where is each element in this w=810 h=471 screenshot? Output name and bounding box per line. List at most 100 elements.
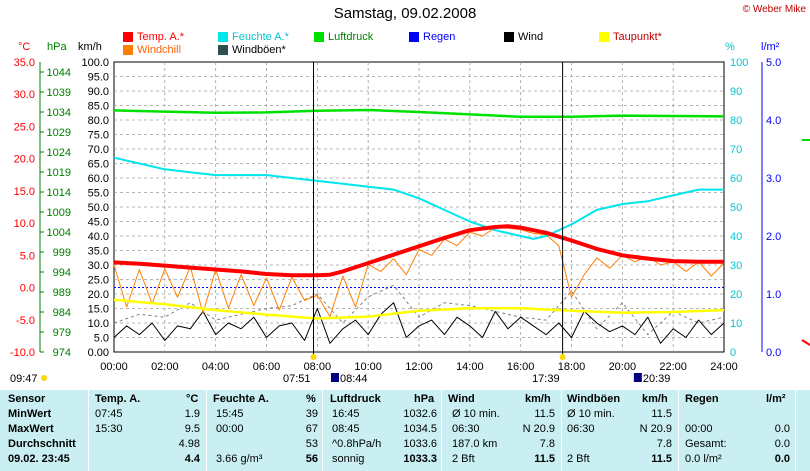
legend-label-windboen: Windböen*: [232, 44, 286, 56]
tick-label-time: 24:00: [710, 361, 738, 373]
stats-cell-wind-a: Ø 10 min.: [452, 408, 500, 420]
header-boen: Windböen: [567, 393, 621, 405]
tick-label-kmh: 80.0: [88, 115, 109, 127]
stats-cell-feu-val: 67: [305, 423, 318, 435]
tick-label-hpa: 1024: [47, 147, 71, 159]
legend-temp[interactable]: Temp. A.*: [123, 31, 184, 43]
tick-label-percent: 50: [730, 202, 742, 214]
current-time: 09:47: [10, 373, 38, 385]
tick-label-kmh: 10.0: [88, 318, 109, 330]
tick-label-percent: 0: [730, 347, 736, 359]
legend-swatch-temp: [123, 32, 133, 42]
axis-unit-kmh: km/h: [78, 41, 102, 53]
stats-cell-label: 09.02. 23:45: [8, 453, 70, 465]
legend-windchill[interactable]: Windchill: [123, 44, 181, 56]
stats-cell-wind-a: 2 Bft: [452, 453, 475, 465]
series-line-wind: [113, 302, 725, 344]
tick-label-time: 22:00: [659, 361, 687, 373]
legend-swatch-windboen: [218, 45, 228, 55]
stats-cell-temp-val: 4.4: [184, 453, 200, 465]
axis-ticks: 35.0 30.0 25.0 20.0 15.0 10.0 5.0 0.0 -5.0 -10.0 1…: [10, 57, 781, 373]
header-luftdruck-unit: hPa: [414, 393, 435, 405]
tick-label-kmh: 90.0: [88, 86, 109, 98]
tick-label-celsius: 35.0: [14, 57, 35, 69]
legend-regen[interactable]: Regen: [409, 31, 455, 43]
tick-label-hpa: 974: [53, 347, 71, 359]
tick-label-kmh: 15.0: [88, 304, 109, 316]
copyright-label: © Weber Mike: [742, 4, 806, 15]
tick-label-celsius: -5.0: [16, 315, 35, 327]
tick-label-time: 04:00: [202, 361, 230, 373]
tick-label-hpa: 1009: [47, 207, 71, 219]
tick-label-rain: 3.0: [766, 173, 781, 185]
stats-cell-temp-val: 4.98: [178, 438, 200, 450]
header-wind: Wind: [448, 393, 475, 405]
stats-cell-luft-val: 1033.3: [403, 453, 437, 465]
stats-cell-regen-b: 0.0: [774, 423, 790, 435]
tick-label-hpa: 984: [53, 307, 71, 319]
legend-feuchte[interactable]: Feuchte A.*: [218, 31, 289, 43]
stats-cell-wind-b: N 20.9: [522, 423, 555, 435]
series-line-temp-a: [113, 224, 724, 278]
legend-label-windchill: Windchill: [137, 44, 182, 56]
axis-unit-rain: l/m²: [761, 41, 780, 53]
tick-label-time: 06:00: [253, 361, 281, 373]
stats-cell-feu-val: 56: [305, 453, 318, 465]
tick-label-time: 14:00: [456, 361, 484, 373]
stats-cell-temp-time: 07:45: [95, 408, 123, 420]
stats-cell-boen-b: N 20.9: [639, 423, 672, 435]
sun-icon: [559, 354, 566, 360]
tick-label-rain: 0.0: [766, 347, 781, 359]
stats-cell-temp-val: 1.9: [184, 408, 200, 420]
stats-cell-feu-val: 53: [305, 438, 318, 450]
header-sensor: Sensor: [8, 393, 46, 405]
legend-taupunkt[interactable]: Taupunkt*: [599, 31, 662, 43]
tick-label-celsius: 15.0: [14, 186, 35, 198]
stats-cell-luft-time: ^0.8hPa/h: [332, 438, 382, 450]
stats-cell-feu-val: 39: [305, 408, 318, 420]
sunset-time: 17:39: [532, 373, 560, 385]
tick-label-kmh: 45.0: [88, 217, 109, 229]
tick-label-kmh: 5.0: [94, 333, 109, 345]
legend-label-regen: Regen: [423, 31, 456, 43]
sun-icon: [41, 375, 47, 381]
tick-label-hpa: 989: [53, 287, 71, 299]
tick-label-kmh: 25.0: [88, 275, 109, 287]
header-wind-unit: km/h: [525, 393, 551, 405]
legend-label-luftdruck: Luftdruck: [328, 31, 374, 43]
tick-label-celsius: 5.0: [20, 250, 35, 262]
legend-swatch-feuchte: [218, 32, 228, 42]
stats-table: Sensor Temp. A. °C Feuchte A. % Luftdruc…: [0, 390, 810, 471]
tick-label-percent: 70: [730, 144, 742, 156]
legend-wind[interactable]: Wind: [504, 31, 543, 43]
tick-label-celsius: 10.0: [14, 218, 35, 230]
legend-luftdruck[interactable]: Luftdruck: [314, 31, 373, 43]
tick-label-kmh: 30.0: [88, 260, 109, 272]
tick-label-hpa: 994: [53, 267, 71, 279]
stats-cell-feu-time: 15:45: [216, 408, 244, 420]
tick-label-time: 18:00: [558, 361, 586, 373]
tick-label-kmh: 60.0: [88, 173, 109, 185]
tick-label-hpa: 1004: [47, 227, 71, 239]
tick-label-rain: 5.0: [766, 57, 781, 69]
tick-label-percent: 90: [730, 86, 742, 98]
tick-label-kmh: 55.0: [88, 188, 109, 200]
tick-label-hpa: 1044: [47, 67, 71, 79]
legend-windboen[interactable]: Windböen*: [218, 44, 286, 56]
sunrise-time: 07:51: [283, 373, 311, 385]
header-feuchte-unit: %: [306, 393, 316, 405]
tick-label-rain: 2.0: [766, 231, 781, 243]
tick-label-rain: 1.0: [766, 289, 781, 301]
stats-cell-regen-b: 0.0: [774, 438, 790, 450]
stats-cell-regen-a: Gesamt:: [685, 438, 727, 450]
moon-icon: [330, 373, 339, 382]
stats-cell-regen-a: 00:00: [685, 423, 713, 435]
header-luftdruck: Luftdruck: [330, 393, 381, 405]
tick-label-percent: 100: [730, 57, 748, 69]
stats-cell-wind-a: 06:30: [452, 423, 480, 435]
stats-cell-luft-val: 1032.6: [403, 408, 437, 420]
header-temp-unit: °C: [186, 393, 199, 405]
tick-label-celsius: 20.0: [14, 154, 35, 166]
stats-cell-boen-a: 2 Bft: [567, 453, 590, 465]
tick-label-percent: 30: [730, 260, 742, 272]
